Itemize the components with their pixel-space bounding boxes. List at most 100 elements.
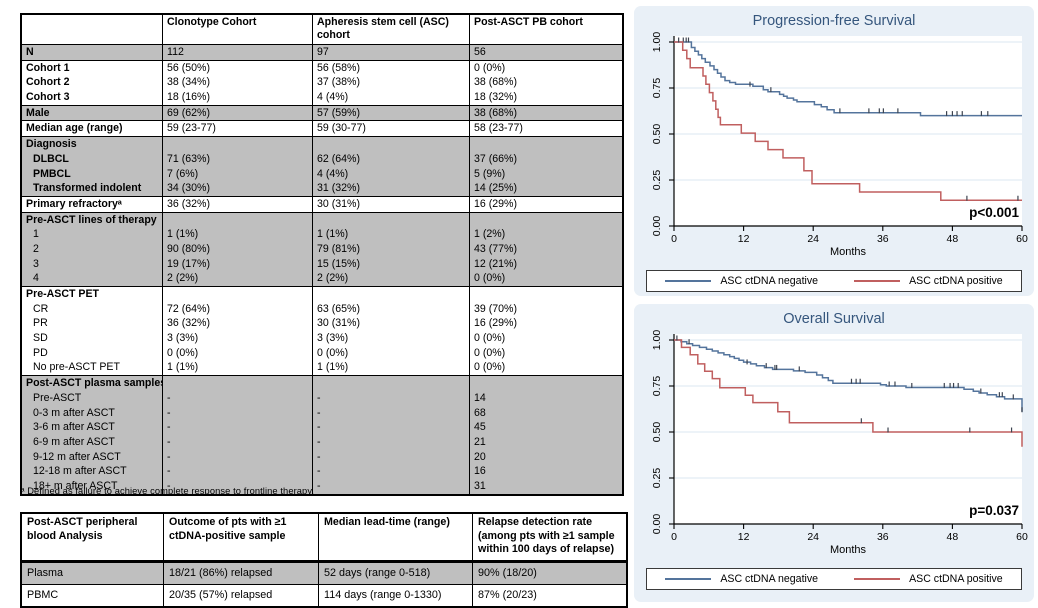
value-cell: 1 (1%) 90 (80%) 19 (17%) 2 (2%) xyxy=(162,212,312,286)
cell-value xyxy=(317,137,465,152)
legend-label: ASC ctDNA positive xyxy=(909,573,1003,585)
cell-value: 45 xyxy=(474,421,486,434)
x-tick-label: 36 xyxy=(877,531,889,543)
row-label: Pre-ASCT lines of therapy xyxy=(26,213,157,226)
cell-value: 36 (32%) xyxy=(167,197,210,210)
cell-value: - xyxy=(167,406,171,419)
x-tick-label: 36 xyxy=(877,233,889,245)
cell-value xyxy=(317,287,465,302)
cell-value: 71 (63%) xyxy=(167,152,210,165)
row-label-cell: Post-ASCT plasma samples Pre-ASCT 0-3 m af… xyxy=(22,376,162,494)
cell-value: - xyxy=(317,421,321,434)
table-row: Pre-ASCT PET CR PR SD PD No pre-ASCT PET 72 (6… xyxy=(22,286,622,376)
cell-value: 56 (50%) xyxy=(167,61,210,74)
cell-value: 63 (65%) xyxy=(317,302,360,315)
column-header: Outcome of pts with ≥1 ctDNA-positive sa… xyxy=(163,514,318,560)
legend-label: ASC ctDNA negative xyxy=(720,573,819,585)
cell-value: 36 (32%) xyxy=(167,317,210,330)
y-tick-label: 0.25 xyxy=(651,170,663,191)
y-tick-label: 0.75 xyxy=(651,78,663,99)
row-label-cell: N xyxy=(22,45,162,60)
value-cell: 1 (2%) 43 (77%) 12 (21%) 0 (0%) xyxy=(469,212,622,286)
column-header: Apheresis stem cell (ASC) cohort xyxy=(312,15,469,44)
value-cell: ------- xyxy=(312,376,469,494)
cell-value: 79 (81%) xyxy=(317,242,360,255)
cell-value: 59 (23-77) xyxy=(167,122,216,135)
value-cell: 16 (29%) xyxy=(469,196,622,212)
row-label: N xyxy=(26,46,34,58)
value-cell: 63 (65%) 30 (31%) 3 (3%) 0 (0%) 1 (1%) xyxy=(312,287,469,376)
cell-value: 43 (77%) xyxy=(474,242,517,255)
row-label-cell: Cohort 1 Cohort 2 Cohort 3 xyxy=(22,61,162,105)
cell-value: 37 (38%) xyxy=(317,76,360,89)
value-cell: 72 (64%) 36 (32%) 3 (3%) 0 (0%) 1 (1%) xyxy=(162,287,312,376)
row-label: Plasma xyxy=(27,566,64,579)
x-tick-label: 12 xyxy=(738,233,750,245)
table-row: Male 69 (62%) 57 (59%) 38 (68%) xyxy=(22,104,622,121)
cell-value: 0 (0%) xyxy=(474,361,506,374)
km-curve-negative xyxy=(674,339,1023,412)
table-row: PBMC 20/35 (57%) relapsed 114 days (range … xyxy=(22,583,626,606)
value-cell: 57 (59%) xyxy=(312,105,469,121)
cell-value: - xyxy=(167,435,171,448)
value-cell: 112 xyxy=(162,45,312,60)
row-label: 3 xyxy=(33,257,39,270)
column-header: Post-ASCT PB cohort xyxy=(469,15,622,44)
cell-value: 12 (21%) xyxy=(474,257,517,270)
value-cell: 37 (66%) 5 (9%) 14 (25%) xyxy=(469,137,622,196)
cell-value: 37 (66%) xyxy=(474,152,517,165)
cell-value: 0 (0%) xyxy=(474,346,506,359)
row-label: 4 xyxy=(33,272,39,285)
cell-value: 14 xyxy=(474,391,486,404)
row-label: 6-9 m after ASCT xyxy=(33,435,115,448)
cell-value: 72 (64%) xyxy=(167,302,210,315)
value-cell: 59 (30-77) xyxy=(312,121,469,137)
value-cell: 14 68 45 21 20 16 31 xyxy=(469,376,622,494)
column-header: Relapse detection rate (among pts with ≥… xyxy=(472,514,626,560)
km-curve-positive xyxy=(674,41,1022,201)
chart-title: Progression-free Survival xyxy=(752,13,916,29)
cell-value: 0 (0%) xyxy=(317,346,349,359)
row-label: Transformed indolent xyxy=(33,182,142,195)
row-label: Pre-ASCT xyxy=(33,391,82,404)
legend-item: ASC ctDNA positive xyxy=(854,275,1003,287)
cell-value: 1 (2%) xyxy=(474,228,506,241)
pfs-km-plot: 0.00 0.25 0.50 0.75 1.00 0 12 24 36 48 60 Months p<0… xyxy=(651,32,1028,258)
legend-label: ASC ctDNA positive xyxy=(909,275,1003,287)
cell-value: 3 (3%) xyxy=(167,332,199,345)
row-label-cell: Pre-ASCT PET CR PR SD PD No pre-ASCT PET xyxy=(22,287,162,375)
cell-value: 18 (16%) xyxy=(167,91,210,104)
cell-value: 1 (1%) xyxy=(317,361,349,374)
cell-value: - xyxy=(317,435,321,448)
column-header: Post-ASCT peripheral blood Analysis xyxy=(27,516,138,542)
row-label: Diagnosis xyxy=(26,138,77,151)
row-label-cell: Median age (range) xyxy=(22,121,162,136)
row-label: PBMC xyxy=(27,588,59,601)
table-row: Post-ASCT plasma samples Pre-ASCT 0-3 m af… xyxy=(22,375,622,494)
os-chart-panel: Overall Survival 0.00 0.25 0.50 0.75 1.00 0 12 2… xyxy=(634,304,1034,602)
cell-value: 56 (58%) xyxy=(317,61,360,74)
y-tick-label: 0.00 xyxy=(651,514,663,535)
y-tick-label: 0.25 xyxy=(651,468,663,489)
footnote: ᵃ Defined as failure to achieve complete… xyxy=(21,486,315,496)
row-label: PR xyxy=(33,317,48,330)
cell-value: 2 (2%) xyxy=(317,272,349,285)
cell-value xyxy=(167,287,308,302)
x-axis-title: Months xyxy=(830,544,867,556)
value-cell: 97 xyxy=(312,45,469,60)
legend-line-swatch xyxy=(854,578,901,580)
row-label: Pre-ASCT PET xyxy=(26,288,99,300)
plot-area xyxy=(674,334,1022,524)
column-header xyxy=(22,15,162,44)
cell-value: 69 (62%) xyxy=(167,106,210,119)
km-curve-negative xyxy=(674,41,1022,117)
x-tick-label: 24 xyxy=(807,531,819,543)
km-curve-positive xyxy=(674,339,1023,447)
cell-value: 14 (25%) xyxy=(474,182,517,195)
y-tick-label: 0.00 xyxy=(651,216,663,237)
cell-value: 38 (34%) xyxy=(167,76,210,89)
cell-value xyxy=(474,287,618,302)
legend: ASC ctDNA negative ASC ctDNA positive xyxy=(646,270,1022,292)
row-label-cell: Primary refractoryᵃ xyxy=(22,197,162,212)
cell-value: 15 (15%) xyxy=(317,257,360,270)
